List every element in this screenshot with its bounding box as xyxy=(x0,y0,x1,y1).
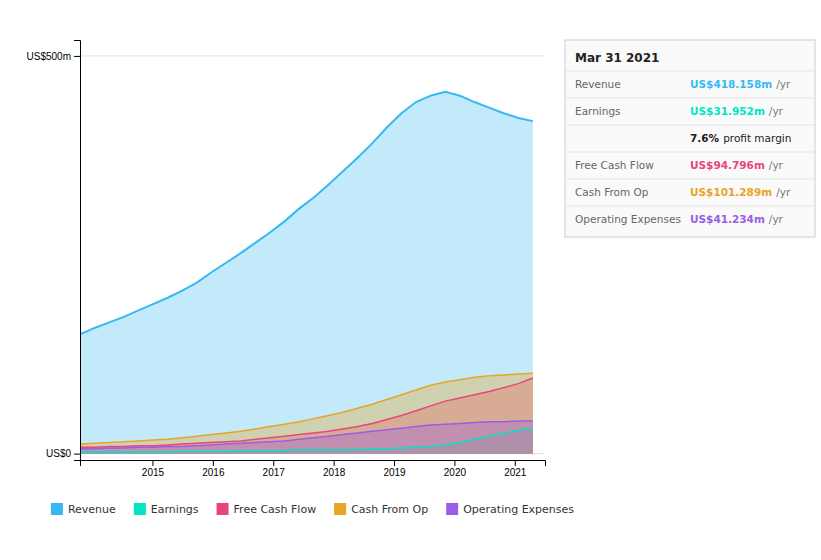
tooltip-value: US$94.796m xyxy=(690,159,765,171)
tick-label: 2017 xyxy=(263,467,286,478)
legend-item: Earnings xyxy=(134,503,199,516)
tooltip-suffix: /yr xyxy=(769,213,784,225)
legend-label: Operating Expenses xyxy=(463,503,574,516)
tooltip-value: US$41.234m xyxy=(690,213,765,225)
tooltip-value: US$418.158m xyxy=(690,78,772,90)
legend-label: Free Cash Flow xyxy=(234,503,317,516)
legend-swatch xyxy=(134,503,146,515)
legend: Revenue Earnings Free Cash Flow Cash From O… xyxy=(51,503,574,516)
tooltip-suffix: profit margin xyxy=(723,132,791,144)
tick: 2019 xyxy=(383,460,406,478)
divider xyxy=(565,179,815,180)
legend-label: Cash From Op xyxy=(351,503,428,516)
grid-line xyxy=(80,55,545,56)
area xyxy=(80,421,533,454)
tick-mark xyxy=(334,460,335,466)
legend-item: Cash From Op xyxy=(334,503,428,516)
tick-mark xyxy=(515,460,516,466)
tick-label: 2016 xyxy=(202,467,225,478)
legend-swatch xyxy=(446,503,458,515)
tick-mark xyxy=(213,460,214,466)
legend-item: Free Cash Flow xyxy=(217,503,317,516)
tooltip-value: 7.6% xyxy=(690,132,720,144)
tick: US$500m xyxy=(27,51,80,62)
legend-swatch xyxy=(51,503,63,515)
tooltip-suffix: /yr xyxy=(769,105,784,117)
line xyxy=(80,421,533,449)
tooltip-label: Earnings xyxy=(575,105,621,117)
legend-label: Revenue xyxy=(68,503,116,516)
tick-label: 2021 xyxy=(504,467,527,478)
plot-area xyxy=(80,92,533,454)
tick-label: 2019 xyxy=(383,467,406,478)
divider xyxy=(565,125,815,126)
legend-item: Revenue xyxy=(51,503,116,516)
tick-mark xyxy=(74,454,80,455)
tick: 2018 xyxy=(323,460,346,478)
tick-mark xyxy=(394,460,395,466)
line xyxy=(80,378,533,447)
tooltip-value: US$101.289m xyxy=(690,186,772,198)
divider xyxy=(565,206,815,207)
chart: 2015 2016 2017 2018 2019 2020 2021 US$0 US$500m R… xyxy=(0,0,821,560)
line xyxy=(80,92,533,335)
legend-swatch xyxy=(334,503,346,515)
tick: 2017 xyxy=(263,460,286,478)
tick-mark xyxy=(152,460,153,466)
tooltip-value: US$31.952m xyxy=(690,105,765,117)
tick: US$0 xyxy=(46,448,80,459)
legend-swatch xyxy=(217,503,229,515)
tick: 2020 xyxy=(444,460,467,478)
tooltip-label: Free Cash Flow xyxy=(575,159,654,171)
tick: 2015 xyxy=(142,460,165,478)
tick-label: US$500m xyxy=(27,51,71,62)
tick-label: 2015 xyxy=(142,467,165,478)
divider xyxy=(565,98,815,99)
tick: 2021 xyxy=(504,460,527,478)
y-axis: US$0 US$500m xyxy=(27,41,81,461)
axis-line xyxy=(74,41,81,461)
divider xyxy=(565,71,815,72)
tooltip-suffix: /yr xyxy=(776,78,791,90)
tooltip-suffix: /yr xyxy=(776,186,791,198)
tick-mark xyxy=(74,56,80,57)
tick-label: 2020 xyxy=(444,467,467,478)
tick-mark xyxy=(273,460,274,466)
grid xyxy=(80,56,545,454)
tooltip-label: Cash From Op xyxy=(575,186,649,198)
area xyxy=(80,373,533,453)
legend-item: Operating Expenses xyxy=(446,503,574,516)
tick: 2016 xyxy=(202,460,225,478)
line xyxy=(80,373,533,444)
tick-label: US$0 xyxy=(46,448,71,459)
tooltip-title: Mar 31 2021 xyxy=(575,51,659,65)
legend-label: Earnings xyxy=(151,503,199,516)
tooltip: Mar 31 2021 Revenue US$418.158m/yr Earnings… xyxy=(565,40,815,237)
x-axis: 2015 2016 2017 2018 2019 2020 2021 xyxy=(81,460,546,478)
tooltip-label: Revenue xyxy=(575,78,621,90)
tooltip-box xyxy=(565,40,815,237)
tick-label: 2018 xyxy=(323,467,346,478)
tooltip-suffix: /yr xyxy=(769,159,784,171)
divider xyxy=(565,152,815,153)
area xyxy=(80,92,533,454)
tick-mark xyxy=(454,460,455,466)
tooltip-label: Operating Expenses xyxy=(575,213,681,225)
axis-line xyxy=(81,461,546,467)
